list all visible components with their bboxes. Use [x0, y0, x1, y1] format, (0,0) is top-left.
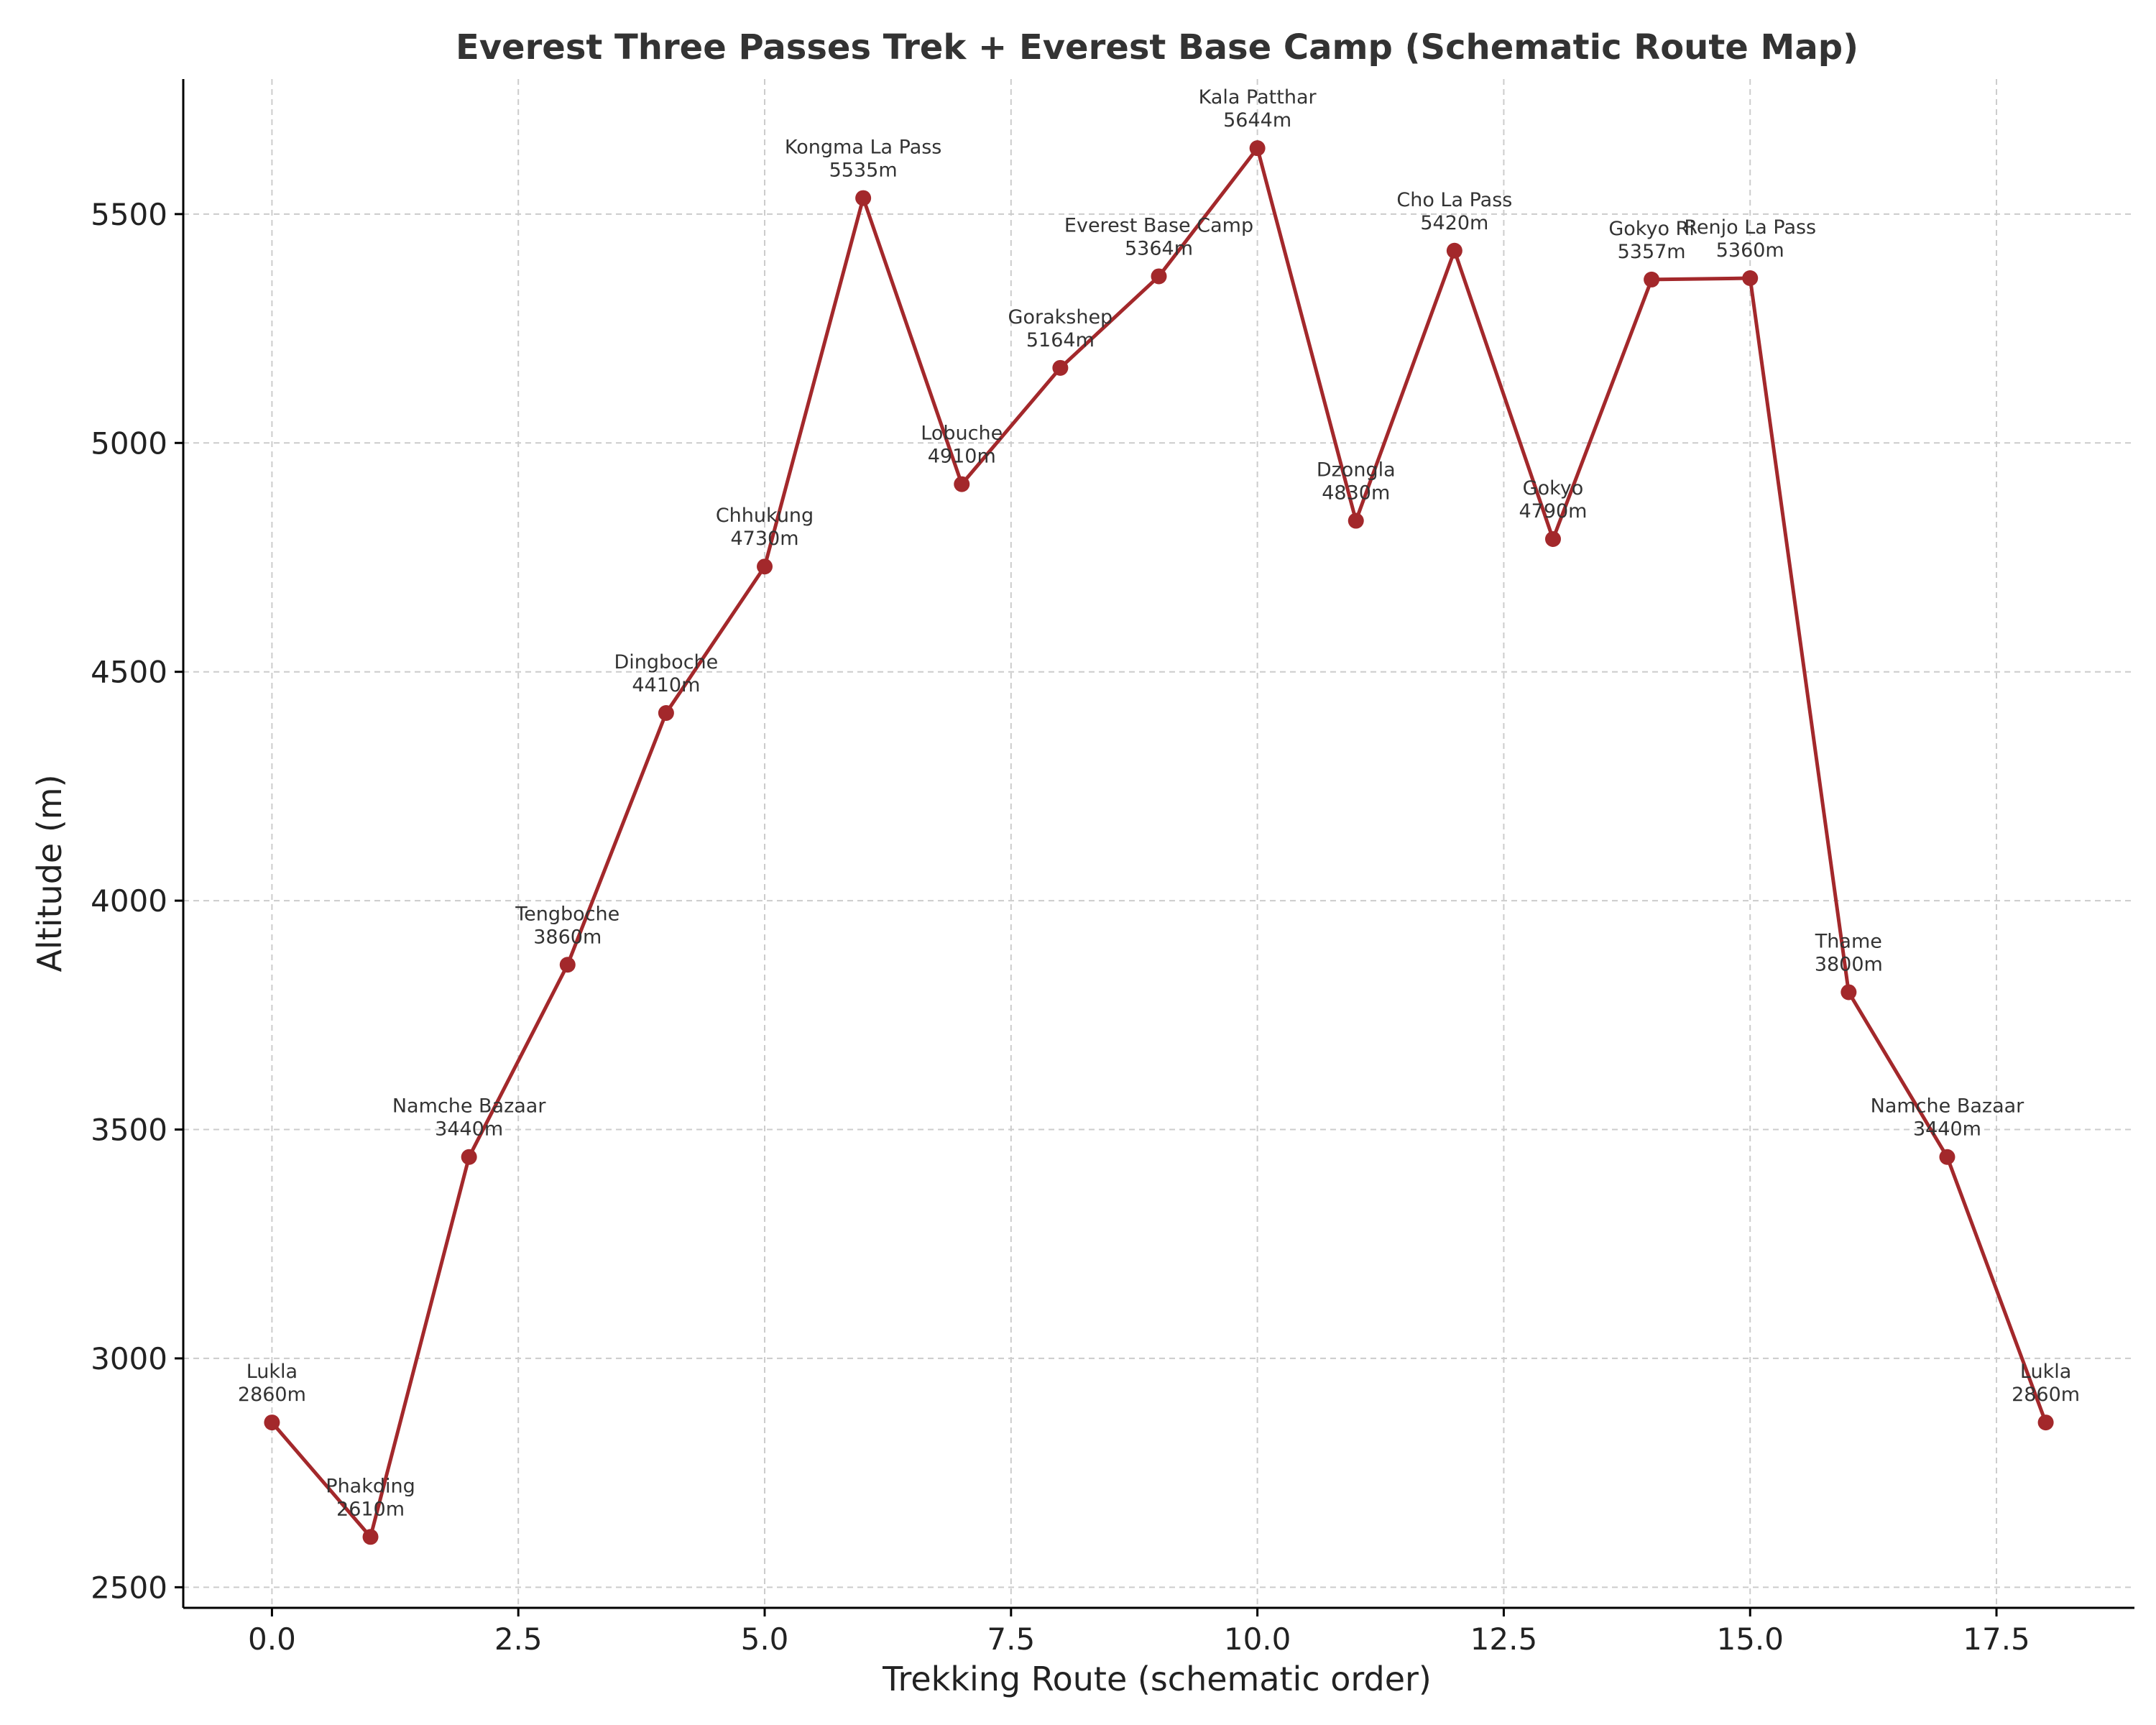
point-name-label: Gokyo: [1523, 477, 1584, 500]
x-tick-label: 17.5: [1963, 1622, 2030, 1657]
point-altitude-label: 4410m: [632, 674, 700, 696]
route-point: [559, 957, 576, 973]
y-tick-label: 4000: [91, 883, 167, 919]
x-tick-label: 15.0: [1716, 1622, 1784, 1657]
point-name-label: Lukla: [2020, 1361, 2071, 1383]
point-altitude-label: 4790m: [1519, 500, 1587, 523]
point-name-label: Everest Base Camp: [1064, 214, 1253, 236]
point-name-label: Gorakshep: [1008, 306, 1113, 328]
point-altitude-label: 3860m: [533, 926, 602, 948]
x-tick-label: 10.0: [1224, 1622, 1291, 1657]
route-point: [1742, 270, 1759, 287]
point-altitude-label: 5360m: [1716, 239, 1784, 262]
point-altitude-label: 4830m: [1322, 482, 1390, 505]
point-altitude-label: 5364m: [1125, 237, 1193, 259]
point-name-label: Lobuche: [921, 423, 1003, 445]
point-altitude-label: 4910m: [928, 446, 996, 468]
route-point: [954, 476, 970, 492]
y-axis-label: Altitude (m): [30, 774, 69, 972]
axes: 0.0 2.5 5.0 7.5 10.0 12.5 15.0 17.5 2500 3000 3500…: [91, 79, 2134, 1657]
point-name-label: Kongma La Pass: [785, 137, 941, 159]
point-name-label: Cho La Pass: [1396, 189, 1512, 211]
route-point: [1249, 140, 1266, 157]
point-altitude-label: 2860m: [238, 1384, 306, 1406]
point-altitude-label: 3440m: [1913, 1118, 1981, 1141]
x-tick-label: 7.5: [987, 1622, 1035, 1657]
y-tick-label: 2500: [91, 1570, 167, 1605]
route-point: [855, 190, 872, 206]
point-altitude-label: 2860m: [2012, 1384, 2080, 1406]
route-point: [1151, 268, 1167, 285]
route-point: [264, 1414, 280, 1431]
x-axis-label: Trekking Route (schematic order): [882, 1660, 1432, 1698]
point-name-label: Tengboche: [515, 903, 619, 925]
point-name-label: Lukla: [247, 1361, 298, 1383]
point-name-label: Namche Bazaar: [392, 1095, 547, 1118]
point-name-label: Thame: [1815, 930, 1882, 952]
route-point: [1052, 359, 1069, 376]
point-name-label: Namche Bazaar: [1871, 1095, 2025, 1118]
x-tick-label: 2.5: [494, 1622, 543, 1657]
point-name-label: Renjo La Pass: [1684, 216, 1816, 239]
route-point: [1939, 1149, 1955, 1165]
point-altitude-label: 2610m: [336, 1498, 405, 1520]
y-tick-label: 5500: [91, 197, 167, 232]
point-altitude-label: 5644m: [1223, 109, 1291, 132]
route-point: [1348, 512, 1364, 529]
route-point: [658, 705, 674, 722]
y-tick-label: 5000: [91, 426, 167, 461]
route-point: [1644, 271, 1660, 288]
point-altitude-label: 5357m: [1618, 241, 1686, 263]
point-altitude-label: 3440m: [435, 1118, 503, 1141]
point-altitude-label: 5535m: [829, 160, 898, 182]
route-point: [2037, 1414, 2054, 1431]
point-name-label: Chhukung: [716, 505, 814, 527]
route-point: [461, 1149, 477, 1165]
route-point: [1841, 984, 1857, 1000]
point-altitude-label: 3800m: [1815, 953, 1883, 975]
point-name-label: Dingboche: [614, 651, 719, 673]
series-route: [264, 140, 2054, 1545]
route-point: [1544, 531, 1561, 548]
point-name-label: Dzongla: [1317, 459, 1396, 482]
point-name-label: Phakding: [326, 1475, 415, 1497]
y-tick-label: 3500: [91, 1113, 167, 1148]
route-point: [362, 1529, 379, 1545]
route-point: [757, 558, 773, 575]
chart-title: Everest Three Passes Trek + Everest Base…: [456, 27, 1858, 68]
point-altitude-label: 5420m: [1420, 212, 1488, 234]
point-altitude-label: 4730m: [731, 528, 799, 550]
point-altitude-label: 5164m: [1026, 329, 1095, 351]
x-tick-label: 12.5: [1470, 1622, 1538, 1657]
y-tick-label: 4500: [91, 655, 167, 690]
x-tick-label: 0.0: [248, 1622, 296, 1657]
point-name-label: Kala Patthar: [1199, 86, 1317, 109]
point-name-label: Gokyo Ri: [1608, 218, 1694, 240]
grid: [183, 79, 2134, 1608]
route-point: [1446, 242, 1462, 259]
x-tick-label: 5.0: [741, 1622, 789, 1657]
y-tick-label: 3000: [91, 1341, 167, 1376]
